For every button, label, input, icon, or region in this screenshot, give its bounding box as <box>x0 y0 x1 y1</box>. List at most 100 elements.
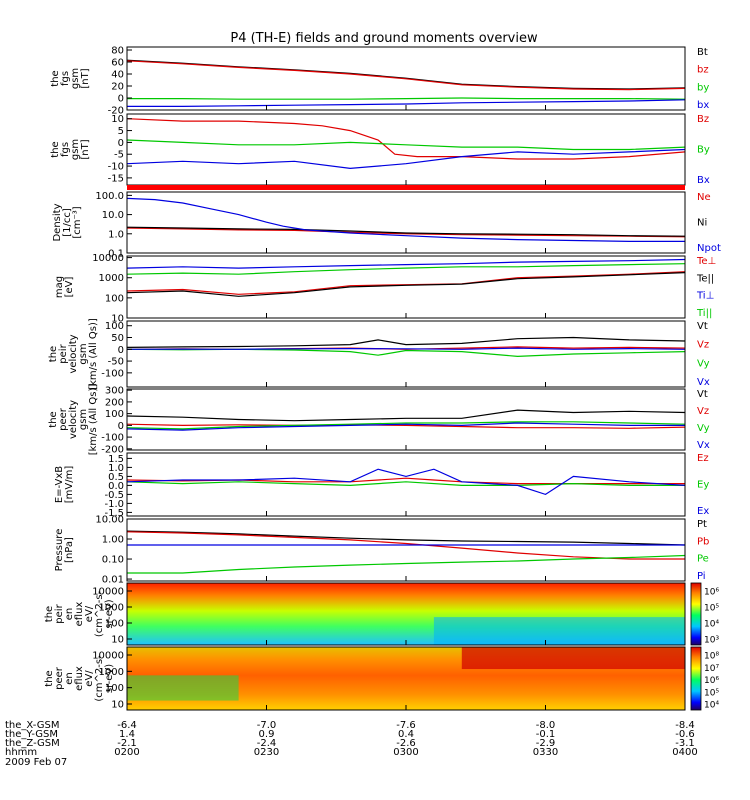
ylabel-9-4: eflux <box>74 602 85 627</box>
series-line-4-2 <box>126 272 686 297</box>
footer-value-1-2: 1.4 <box>119 729 135 740</box>
ylabel-9-2: peir <box>54 603 65 623</box>
ytick-label-6-2: 200 <box>105 397 124 408</box>
ylabel-5-3: velocity <box>68 334 79 373</box>
panel-frame-6 <box>126 388 686 451</box>
legend-label-7-3: Ex <box>697 506 709 517</box>
legend-label-6-1: Vt <box>697 389 708 400</box>
ylabel-9-3: en <box>64 608 75 621</box>
panel-3: Ne Ni Npot 100.0 10.0 1.0 0.1 Density [1/cc] [cm⁻… <box>52 191 721 260</box>
ylabel-2-4: [nT] <box>80 139 91 159</box>
ytick-label-2-4: -5 <box>114 150 124 161</box>
legend-label-2-1: Bz <box>697 114 709 125</box>
colorbar-label-10-5: 10⁴ <box>704 701 719 711</box>
ytick-label-6-3: 100 <box>105 409 124 420</box>
footer-value-4-4: 0330 <box>533 747 558 758</box>
series-line-8-3 <box>127 554 686 574</box>
ytick-label-1-1: 80 <box>111 46 124 57</box>
ylabel-10-6: (cm^2-s- <box>94 655 105 702</box>
ytick-label-10-3: 100 <box>105 683 124 694</box>
ylabel-10-5: eV/ <box>84 670 95 687</box>
series-line-1-1 <box>126 59 686 90</box>
footer-value-2-3: -2.4 <box>257 738 277 749</box>
ylabel-10-3: en <box>64 672 75 685</box>
ytick-label-2-3: 0 <box>118 138 124 149</box>
ylabel-5-1: the <box>48 346 59 362</box>
legend-label-7-2: Ey <box>697 480 709 491</box>
colorbar-label-9-4: 10³ <box>704 636 719 646</box>
footer-value-3-2: 0.4 <box>398 729 414 740</box>
ytick-label-7-4: 0.0 <box>108 481 124 492</box>
legend-label-4-1: Te⊥ <box>696 256 716 267</box>
series-line-6-3 <box>126 421 686 430</box>
ylabel-3-2: [1/cc] <box>62 208 73 237</box>
series-line-4-4 <box>126 263 686 275</box>
ylabel-9-7: sr-eV) <box>104 599 115 628</box>
footer-row-label-1: the_X-GSM <box>5 720 59 731</box>
footer-value-3-4: 0300 <box>393 747 418 758</box>
spectrogram-low-flux-9 <box>433 617 685 645</box>
footer-value-3-3: -2.6 <box>396 738 416 749</box>
legend-label-2-3: Bx <box>697 175 710 186</box>
panel-7: Ez Ey Ex 1.51.00.50.0-0.5-1.0-1.5 E=-VxB [mV/… <box>54 452 709 519</box>
ytick-label-3-2: 10.0 <box>102 210 124 221</box>
ytick-label-1-3: 40 <box>111 70 124 81</box>
ytick-label-5-4: -50 <box>108 357 124 368</box>
legend-label-3-2: Ni <box>697 218 707 229</box>
ytick-label-10-1: 10000 <box>92 651 124 662</box>
ylabel-4-1: mag <box>54 276 65 298</box>
series-line-5-3 <box>126 348 686 358</box>
ytick-label-10-4: 10 <box>111 700 124 711</box>
ytick-label-3-1: 100.0 <box>95 191 124 202</box>
footer-value-1-3: -2.1 <box>117 738 137 749</box>
ylabel-9-1: the <box>44 606 55 622</box>
ytick-label-3-3: 1.0 <box>108 229 124 240</box>
ylabel-7-1: E=-VxB <box>54 466 65 503</box>
ylabel-1-2: fgs <box>60 71 71 86</box>
ylabel-6-5: [km/s (All Qs)] <box>88 384 99 456</box>
series-line-4-3 <box>126 258 686 269</box>
legend-label-6-4: Vx <box>697 440 710 451</box>
ylabel-1-3: gsm <box>70 68 81 89</box>
legend-label-8-4: Pi <box>697 571 706 582</box>
ylabel-6-4: gsm <box>78 409 89 430</box>
legend-label-6-2: Vz <box>697 406 709 417</box>
ytick-label-4-1: 10000 <box>92 253 124 264</box>
ylabel-9-5: eV/ <box>84 605 95 622</box>
ytick-label-2-5: -10 <box>108 162 124 173</box>
spectrogram-high-flux-10 <box>461 647 685 670</box>
legend-label-5-3: Vy <box>697 358 710 369</box>
series-line-1-4 <box>127 99 686 108</box>
ylabel-6-1: the <box>48 411 59 427</box>
ytick-label-1-4: 20 <box>111 82 124 93</box>
series-line-5-1 <box>126 336 686 348</box>
series-line-7-2 <box>126 481 685 487</box>
footer-row-label-2: the_Y-GSM <box>5 729 58 740</box>
footer-value-5-4: 0400 <box>672 747 697 758</box>
legend-label-8-1: Pt <box>697 519 707 530</box>
footer-value-2-1: -7.0 <box>257 720 277 731</box>
legend-label-5-4: Vx <box>697 377 710 388</box>
ytick-label-2-1: 10 <box>111 114 124 125</box>
ylabel-4-2: [eV] <box>64 277 75 298</box>
panel-10: 10000 1000 100 10 10⁸ 10⁷ 10⁶ 10⁵ 10⁴ the peer en ef… <box>44 646 719 711</box>
ylabel-7-2: [mV/m] <box>64 466 75 504</box>
ytick-label-6-5: -100 <box>101 433 124 444</box>
panel-9: 10000 1000 100 10 10⁶ 10⁵ 10⁴ 10³ the peir en eflux… <box>44 582 719 646</box>
ytick-label-1-6: -20 <box>108 106 124 117</box>
footer-value-4-2: -0.1 <box>536 729 556 740</box>
ytick-label-3-4: 0.1 <box>108 249 124 260</box>
footer-value-4-3: -2.9 <box>536 738 556 749</box>
footer-value-4-1: -8.0 <box>536 720 556 731</box>
colorbar-label-10-3: 10⁶ <box>704 676 719 686</box>
legend-label-7-1: Ez <box>697 453 709 464</box>
ytick-label-9-2: 1000 <box>99 603 124 614</box>
footer-value-3-1: -7.6 <box>396 720 416 731</box>
figure-title: P4 (TH-E) fields and ground moments over… <box>230 31 538 46</box>
ylabel-8-1: Pressure <box>54 529 65 572</box>
